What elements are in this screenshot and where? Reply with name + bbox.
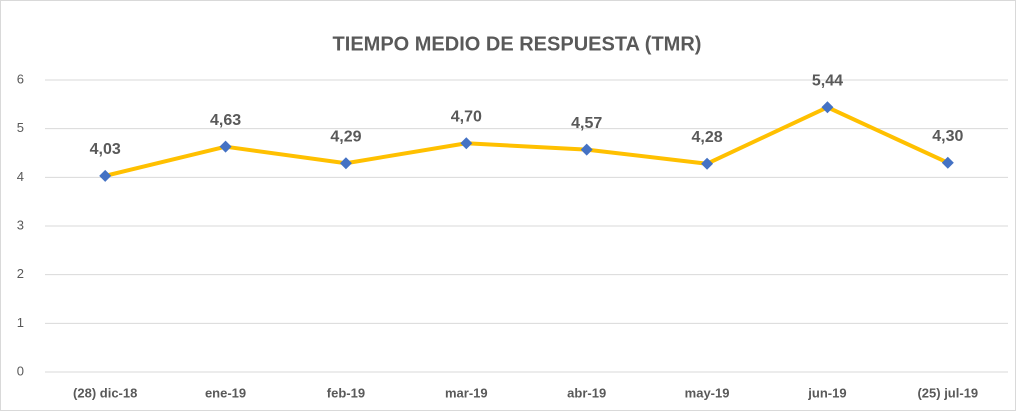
series-line [104, 105, 949, 178]
y-tick-label: 3 [17, 217, 24, 232]
data-label: 4,57 [571, 115, 602, 132]
x-tick-label: (28) dic-18 [73, 385, 137, 400]
point-marker [339, 157, 352, 170]
y-tick-label: 1 [17, 315, 24, 330]
y-tick-label: 5 [17, 120, 24, 135]
x-tick-label: jun-19 [807, 385, 846, 400]
data-label: 4,30 [932, 128, 963, 145]
point-marker [460, 137, 473, 150]
data-label: 5,44 [812, 72, 843, 89]
chart-title: TIEMPO MEDIO DE RESPUESTA (TMR) [333, 33, 702, 55]
x-tick-label: abr-19 [567, 385, 606, 400]
point-marker [941, 156, 954, 169]
data-label: 4,29 [330, 128, 361, 145]
point-marker [580, 143, 593, 156]
x-tick-label: may-19 [685, 385, 730, 400]
point-marker [99, 169, 112, 182]
x-tick-label: mar-19 [445, 385, 488, 400]
y-tick-label: 2 [17, 266, 24, 281]
data-label: 4,03 [90, 141, 121, 158]
y-tick-label: 0 [17, 363, 24, 378]
x-tick-label: (25) jul-19 [917, 385, 978, 400]
point-marker [821, 101, 834, 114]
y-tick-label: 6 [17, 71, 24, 86]
x-tick-label: ene-19 [205, 385, 246, 400]
data-label: 4,63 [210, 112, 241, 129]
y-tick-label: 4 [17, 169, 24, 184]
data-label: 4,70 [451, 108, 482, 125]
point-marker [701, 157, 714, 170]
point-marker [219, 140, 232, 153]
data-label: 4,28 [691, 129, 722, 146]
x-tick-label: feb-19 [327, 385, 365, 400]
